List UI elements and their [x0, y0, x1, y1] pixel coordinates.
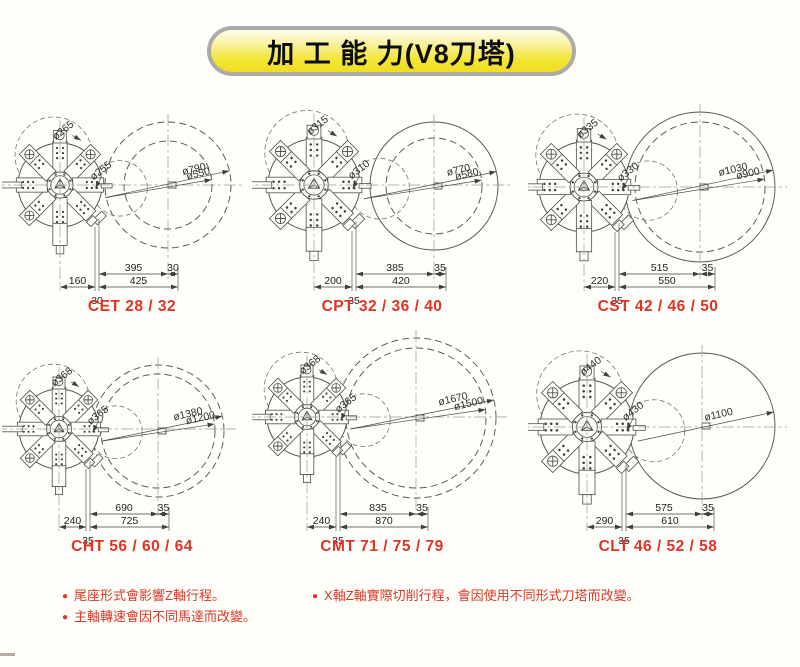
note-text: 主軸轉速會因不同馬達而改變。: [74, 609, 257, 624]
dim-label: 420: [392, 275, 410, 287]
diameter-callout: ø770: [446, 162, 472, 179]
diameter-callout: ø550: [185, 165, 211, 182]
turret-drawing: [252, 124, 372, 261]
diameter-callout: ø900: [735, 165, 761, 182]
dim-label: 220: [591, 275, 609, 287]
diagram-cell-cht: ø1380 ø1200 ø368 ø365 690 35 240 725 35 CHT 56 /…: [2, 325, 262, 570]
dim-label: 35: [618, 535, 630, 547]
centerlines: [252, 330, 508, 531]
model-label: CLT 46 / 52 / 58: [598, 538, 718, 555]
model-label: CMT 71 / 75 / 79: [320, 538, 444, 555]
dim-label: 425: [130, 275, 148, 287]
centerlines: [2, 357, 236, 531]
model-label: CHT 56 / 60 / 64: [71, 538, 193, 555]
bullet-icon: ●: [62, 612, 69, 623]
dim-label: 290: [596, 515, 614, 527]
diagram-cell-cet: ø790 ø550 ø265 ø255 395 30 160 425 30 CET 28 / 3…: [2, 85, 262, 330]
dim-label: 35: [348, 295, 360, 307]
bullet-icon: ●: [312, 591, 319, 602]
dim-label: 30: [91, 295, 103, 307]
dim-label: 35: [611, 295, 623, 307]
diameter-callout: ø580: [454, 166, 480, 183]
page-corner-mark: [0, 653, 15, 656]
diagram-cell-clt: ø1100 ø440 ø430 575 35 290 610 35 CLT 46 / 52 /…: [528, 325, 788, 570]
note-text: X軸Z軸實際切削行程，會因使用不同形式刀塔而改變。: [324, 588, 640, 603]
bullet-icon: ●: [62, 591, 69, 602]
dim-label: 35: [416, 502, 428, 514]
model-label: CPT 32 / 36 / 40: [321, 298, 443, 315]
centerlines: [528, 104, 787, 291]
note-axis-travel: ● X軸Z軸實際切削行程，會因使用不同形式刀塔而改變。: [312, 585, 640, 604]
centerlines: [2, 114, 243, 291]
note-text: 尾座形式會影響Z軸行程。: [74, 588, 225, 603]
diagram-cell-cpt: ø770 ø580 ø315 ø310 385 35 200 420 35 CPT 32 / 3…: [252, 85, 512, 330]
note-tailstock: ● 尾座形式會影響Z軸行程。: [62, 585, 225, 604]
dim-label: 575: [655, 502, 673, 514]
dim-label: 35: [332, 535, 344, 547]
dim-label: 835: [369, 502, 387, 514]
dimensions: 575 35 290 610 35: [587, 464, 715, 547]
dim-label: 30: [167, 262, 179, 274]
turret-drawing: [252, 364, 357, 484]
dim-label: 35: [434, 262, 446, 274]
page-title-banner: 加 工 能 力(V8刀塔): [207, 26, 576, 76]
dim-label: 35: [702, 262, 714, 274]
dim-label: 240: [313, 515, 331, 527]
page-title: 加 工 能 力(V8刀塔): [267, 38, 516, 69]
dim-label: 515: [651, 262, 669, 274]
centerlines: [528, 345, 787, 531]
dim-label: 200: [324, 275, 342, 287]
dimensions: 395 30 160 425 30: [60, 218, 179, 307]
dim-label: 725: [121, 515, 139, 527]
diagram-cell-cmt: ø1670 ø1500 ø368 ø365 835 35 240 870 35 CMT 71 /…: [252, 325, 512, 570]
turret-drawing: [2, 130, 113, 255]
dim-label: 35: [702, 502, 714, 514]
note-spindle-speed: ● 主軸轉速會因不同馬達而改變。: [62, 606, 256, 625]
dim-label: 385: [386, 262, 404, 274]
diameter-callout: ø790: [181, 161, 207, 178]
turret-drawing: [528, 365, 646, 505]
turret-drawing: [2, 376, 109, 496]
dim-label: 35: [82, 535, 94, 547]
diagram-cell-cst: ø1030 ø900 ø335 ø330 515 35 220 550 35 CST 42 / …: [528, 85, 788, 330]
centerlines: [252, 113, 510, 291]
dim-label: 240: [64, 515, 82, 527]
model-label: CST 42 / 46 / 50: [597, 298, 719, 315]
dim-label: 160: [69, 275, 87, 287]
dim-label: 550: [658, 275, 676, 287]
dim-label: 870: [375, 515, 393, 527]
model-label: CET 28 / 32: [87, 298, 177, 315]
dim-label: 35: [158, 502, 170, 514]
dimensions: 385 35 200 420 35: [314, 221, 447, 307]
dim-label: 395: [125, 262, 143, 274]
dim-label: 610: [661, 515, 679, 527]
dim-label: 690: [115, 502, 133, 514]
